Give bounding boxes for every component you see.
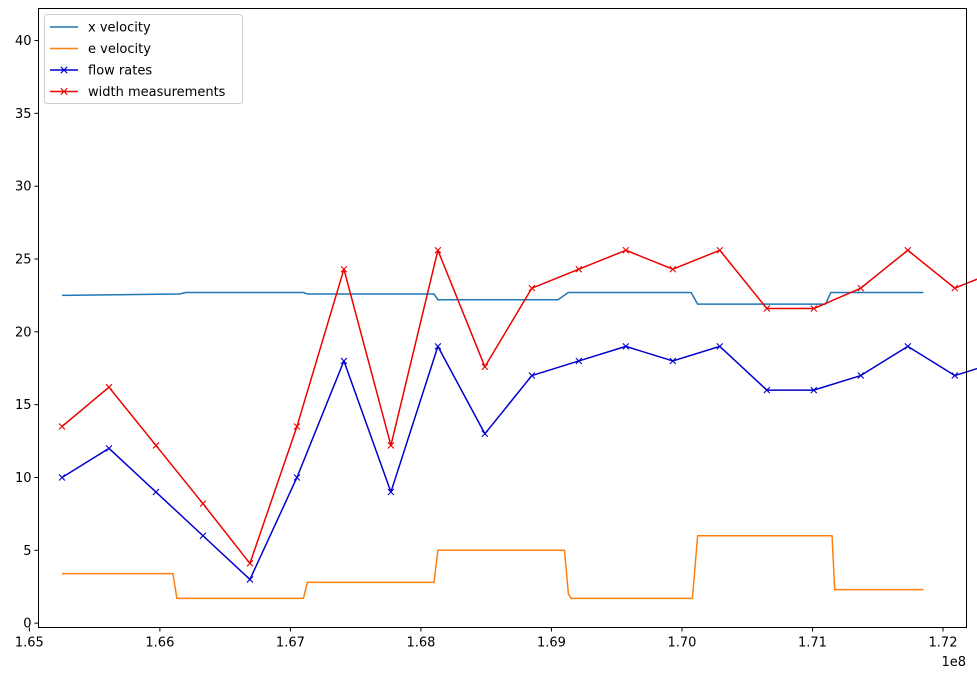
series-width-measurements <box>58 246 977 567</box>
series-line-flow-rates <box>61 345 977 581</box>
x-tick-label: 1.68 <box>406 636 435 651</box>
data-point-width-measurements <box>810 305 818 312</box>
x-tick-label: 1.65 <box>15 636 44 651</box>
data-point-flow-rates <box>434 343 442 350</box>
y-tick-label: 5 <box>23 544 31 559</box>
data-point-flow-rates <box>575 357 583 365</box>
data-point-flow-rates <box>58 474 66 481</box>
legend-label: x velocity <box>88 21 151 36</box>
legend-label: e velocity <box>88 42 151 57</box>
legend-item-e-velocity: e velocity <box>50 42 151 57</box>
data-point-width-measurements <box>481 363 489 371</box>
x-tick-label: 1.67 <box>276 636 305 651</box>
data-point-width-measurements <box>387 442 395 449</box>
data-point-width-measurements <box>434 246 442 254</box>
data-point-width-measurements <box>293 423 301 430</box>
x-axis-offset-label: 1e8 <box>941 655 966 670</box>
data-point-width-measurements <box>622 246 630 254</box>
data-point-flow-rates <box>857 372 865 379</box>
data-point-flow-rates <box>105 444 113 452</box>
data-point-flow-rates <box>481 430 489 438</box>
data-point-flow-rates <box>810 386 818 394</box>
data-point-flow-rates <box>387 488 395 496</box>
legend-item-width-measurements: width measurements <box>50 85 226 100</box>
x-tick-label: 1.72 <box>929 636 958 651</box>
data-point-width-measurements <box>857 284 865 292</box>
x-tick-label: 1.70 <box>667 636 696 651</box>
legend-box <box>44 14 243 104</box>
y-tick-label: 10 <box>15 471 32 486</box>
data-point-width-measurements <box>716 246 724 254</box>
data-point-width-measurements <box>152 442 160 449</box>
legend-marker <box>60 87 68 96</box>
series-e-velocity <box>61 534 924 600</box>
series-x-velocity <box>61 291 924 305</box>
data-point-flow-rates <box>669 357 677 365</box>
x-tick-label: 1.71 <box>798 636 827 651</box>
y-tick-label: 35 <box>15 107 32 122</box>
series-flow-rates <box>58 343 977 583</box>
data-point-flow-rates <box>199 532 207 540</box>
data-point-width-measurements <box>951 284 959 292</box>
data-point-width-measurements <box>246 560 254 567</box>
data-point-width-measurements <box>904 246 912 254</box>
data-point-flow-rates <box>622 343 630 350</box>
series-layer <box>58 246 977 600</box>
legend-item-flow-rates: flow rates <box>50 64 152 79</box>
data-point-flow-rates <box>951 372 959 379</box>
legend-item-x-velocity: x velocity <box>50 21 151 36</box>
data-point-width-measurements <box>340 265 348 273</box>
data-point-width-measurements <box>105 383 113 391</box>
plot-area <box>58 246 977 600</box>
data-point-width-measurements <box>575 265 583 273</box>
data-point-flow-rates <box>763 386 771 394</box>
y-tick-label: 20 <box>15 325 32 340</box>
y-tick-label: 25 <box>15 253 32 268</box>
data-point-flow-rates <box>246 576 254 583</box>
legend-label: width measurements <box>88 85 226 100</box>
x-axis: 1.65 1.66 1.67 1.68 1.69 1.70 1.71 1.72 <box>15 627 958 651</box>
data-point-flow-rates <box>904 343 912 350</box>
data-point-width-measurements <box>58 423 66 430</box>
series-line-x-velocity <box>61 291 924 305</box>
data-point-flow-rates <box>716 343 724 350</box>
series-line-e-velocity <box>61 534 924 600</box>
x-tick-label: 1.66 <box>145 636 174 651</box>
data-point-flow-rates <box>152 488 160 496</box>
data-point-width-measurements <box>669 265 677 273</box>
data-point-width-measurements <box>199 500 207 508</box>
y-axis: 0 5 10 15 20 25 30 35 40 <box>15 34 39 632</box>
y-tick-label: 30 <box>15 180 32 195</box>
data-point-width-measurements <box>528 284 536 292</box>
axes-frame <box>38 8 967 628</box>
data-point-flow-rates <box>340 357 348 365</box>
x-tick-label: 1.69 <box>537 636 566 651</box>
data-point-flow-rates <box>528 372 536 379</box>
data-point-width-measurements <box>763 305 771 312</box>
legend: x velocity e velocity flow rates width meas… <box>44 14 243 104</box>
y-tick-label: 0 <box>23 617 31 632</box>
legend-label: flow rates <box>88 64 152 79</box>
y-tick-label: 40 <box>15 34 32 49</box>
legend-marker <box>60 66 68 74</box>
y-tick-label: 15 <box>15 398 32 413</box>
data-point-flow-rates <box>293 474 301 481</box>
